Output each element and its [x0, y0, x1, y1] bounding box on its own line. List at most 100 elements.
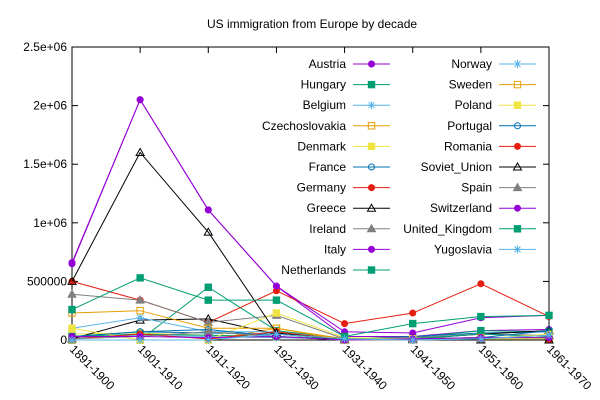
legend-label: Germany — [297, 181, 346, 195]
legend-label: Spain — [461, 181, 492, 195]
legend-swatch-marker — [367, 142, 376, 151]
legend-label: Ireland — [309, 222, 346, 236]
data-point — [272, 309, 281, 317]
legend-swatch-marker — [367, 266, 376, 274]
legend-label: Czechoslovakia — [262, 119, 346, 133]
legend-swatch-marker — [368, 245, 375, 253]
legend-entry-germany: Germany — [297, 181, 390, 195]
x-tick-label: 1901-1910 — [135, 342, 186, 393]
x-tick-label: 1961-1970 — [544, 342, 595, 393]
x-tick-label: 1951-1960 — [476, 342, 527, 393]
legend-label: Norway — [451, 57, 492, 71]
legend-entry-portugal: Portugal — [447, 119, 536, 133]
legend-entry-switzerland: Switzerland — [430, 201, 536, 215]
legend-swatch-marker — [368, 163, 375, 171]
legend-label: Hungary — [301, 78, 346, 92]
data-point — [68, 336, 76, 344]
legend-label: Greece — [307, 201, 347, 215]
legend-label: Soviet_Union — [421, 160, 492, 174]
y-tick-label: 1e+06 — [33, 216, 67, 230]
data-point — [477, 312, 485, 321]
series-line-switzerland — [72, 335, 549, 341]
x-tick-label: 1941-1950 — [408, 342, 459, 393]
data-point — [340, 334, 349, 343]
data-point — [204, 296, 212, 304]
data-point — [476, 334, 485, 343]
data-point — [136, 313, 145, 322]
legend-swatch-marker — [368, 184, 375, 192]
legend-entry-spain: Spain — [461, 181, 536, 195]
legend-swatch-marker — [366, 203, 377, 212]
data-point — [204, 336, 213, 344]
legend-label: Romania — [444, 139, 492, 153]
legend-entry-hungary: Hungary — [301, 78, 390, 92]
legend-entry-ireland: Ireland — [309, 222, 390, 236]
data-point — [68, 260, 76, 268]
legend-entry-netherlands: Netherlands — [281, 263, 390, 277]
legend-entry-austria: Austria — [309, 57, 390, 71]
series-line-yugoslavia — [72, 333, 550, 341]
legend-entry-denmark: Denmark — [297, 139, 390, 153]
legend-label: Netherlands — [281, 263, 346, 277]
y-tick-label: 500000 — [27, 274, 67, 288]
x-tick-label: 1911-1920 — [203, 342, 253, 392]
series-line-italy — [71, 98, 550, 334]
data-point — [409, 309, 417, 317]
legend-swatch-marker — [513, 60, 522, 68]
legend-swatch-marker — [367, 101, 376, 110]
data-point — [272, 296, 281, 304]
series-line-netherlands — [71, 333, 550, 340]
chart-title: US immigration from Europe by decade — [207, 17, 417, 31]
legend-entry-belgium: Belgium — [303, 98, 390, 112]
legend-entry-sweden: Sweden — [449, 78, 536, 92]
legend-swatch-marker — [513, 245, 522, 254]
series-layer — [67, 96, 554, 344]
legend-label: Italy — [324, 242, 346, 256]
legend-entry-italy: Italy — [324, 242, 390, 256]
x-tick-label: 1931-1940 — [339, 342, 390, 393]
data-point — [136, 96, 144, 104]
data-point — [409, 319, 417, 328]
legend-swatch-marker — [367, 80, 376, 89]
legend-label: Yugoslavia — [434, 242, 492, 256]
data-point — [135, 147, 146, 156]
y-tick-label: 0 — [60, 333, 67, 347]
series-yugoslavia — [68, 330, 553, 344]
data-point — [477, 280, 485, 288]
data-point — [204, 283, 212, 291]
legend-entry-romania: Romania — [444, 139, 536, 153]
legend-label: Poland — [455, 98, 492, 112]
legend-entry-norway: Norway — [451, 57, 536, 71]
data-point — [341, 320, 349, 328]
legend-swatch-marker — [512, 182, 523, 192]
data-point — [545, 311, 553, 320]
data-point — [136, 307, 144, 315]
legend-swatch-marker — [368, 60, 375, 68]
y-axis: 0 500000 1e+06 1.5e+06 2e+06 2.5e+06 — [23, 40, 549, 347]
legend-swatch-marker — [514, 204, 521, 212]
data-point — [136, 336, 145, 344]
legend-label: United_Kingdom — [403, 222, 492, 236]
data-point — [272, 282, 280, 290]
legend-label: France — [309, 160, 347, 174]
legend-label: Austria — [309, 57, 347, 71]
legend-swatch-marker — [514, 122, 521, 130]
x-tick-label: 1891-1900 — [67, 342, 118, 393]
data-point — [136, 274, 144, 282]
data-point — [67, 276, 77, 285]
y-tick-label: 2e+06 — [33, 99, 67, 113]
legend-label: Portugal — [447, 119, 492, 133]
legend-entry-yugoslavia: Yugoslavia — [434, 242, 536, 256]
data-point — [408, 336, 417, 344]
y-tick-label: 1.5e+06 — [23, 157, 67, 171]
legend-label: Sweden — [449, 78, 492, 92]
legend-entry-soviet-union: Soviet_Union — [421, 160, 536, 174]
legend-swatch-marker — [514, 142, 521, 150]
legend-label: Belgium — [303, 98, 346, 112]
legend-swatch-marker — [367, 122, 376, 130]
data-point — [203, 227, 214, 236]
legend-entry-czechoslovakia: Czechoslovakia — [262, 119, 390, 133]
y-tick-label: 2.5e+06 — [23, 40, 67, 54]
legend-swatch-marker — [513, 225, 522, 233]
legend-label: Switzerland — [430, 201, 492, 215]
